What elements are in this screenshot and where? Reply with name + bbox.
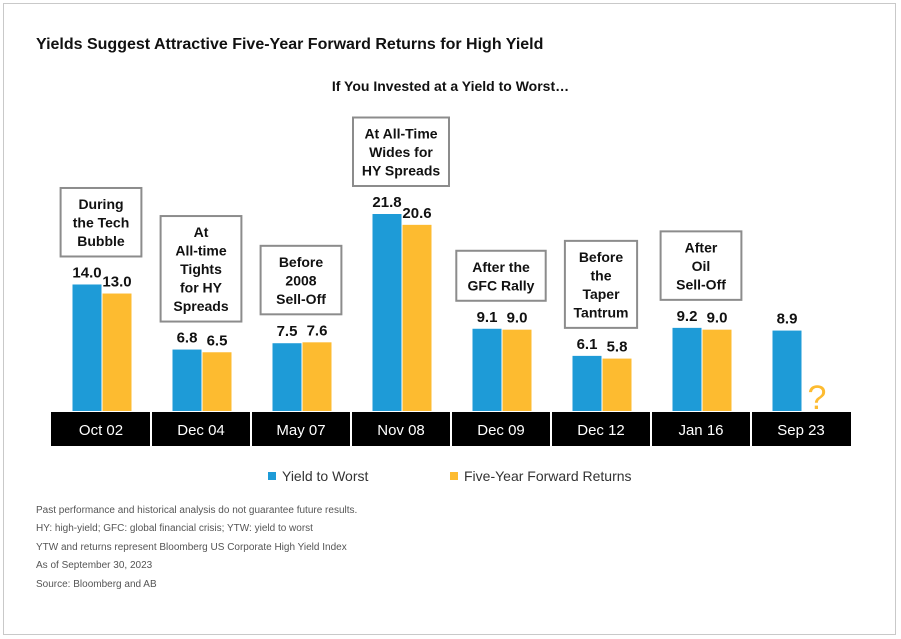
chart-title: Yields Suggest Attractive Five-Year Forw… (36, 36, 544, 53)
x-tick-label: Dec 04 (177, 422, 225, 439)
annotation-text: Bubble (77, 233, 125, 249)
annotation-box (455, 249, 547, 302)
annotation-text: for HY (180, 280, 223, 296)
bar-forward-returns (502, 329, 532, 411)
bar-forward-returns (602, 358, 632, 411)
data-label-forward-returns: 9.0 (507, 310, 528, 327)
annotation-box (563, 239, 639, 329)
unknown-return-marker: ? (808, 379, 827, 417)
bar-yield-to-worst (472, 328, 502, 411)
x-tick-label: Dec 12 (577, 422, 625, 439)
bar-yield-to-worst (272, 343, 302, 411)
bar-yield-to-worst (772, 330, 802, 411)
data-label-yield-to-worst: 6.1 (577, 336, 598, 353)
footnote-index: YTW and returns represent Bloomberg US C… (36, 541, 347, 553)
annotation-box (59, 186, 143, 258)
annotation-text: the Tech (73, 214, 130, 230)
annotation-text: Tights (180, 261, 222, 277)
chart-subtitle: If You Invested at a Yield to Worst… (331, 78, 570, 94)
bar-forward-returns (302, 342, 332, 411)
data-label-yield-to-worst: 8.9 (777, 311, 798, 328)
annotation-text: At All-Time (364, 126, 437, 142)
annotation-text: GFC Rally (468, 277, 535, 293)
bar-yield-to-worst (672, 327, 702, 411)
data-label-yield-to-worst: 6.8 (177, 330, 198, 347)
annotation-text: Oil (692, 258, 711, 274)
footnote-disclaimer: Past performance and historical analysis… (36, 505, 358, 516)
annotation-text: Wides for (369, 144, 433, 160)
annotation-text: Taper (582, 286, 620, 302)
bar-yield-to-worst (372, 214, 402, 411)
legend-swatch-forward-returns (450, 472, 458, 480)
data-label-forward-returns: 13.0 (102, 274, 131, 291)
annotation-text: Tantrum (574, 304, 629, 320)
x-tick-label: Jan 16 (678, 422, 723, 439)
x-tick-label: Sep 23 (777, 422, 825, 439)
x-tick-label: Dec 09 (477, 422, 525, 439)
data-label-yield-to-worst: 9.2 (677, 308, 698, 325)
data-label-forward-returns: 20.6 (402, 205, 431, 222)
bar-chart: Oct 02 14.013.0 During the Tech Bubble Dec 04… (51, 116, 851, 446)
annotation-text: After the (472, 259, 530, 275)
annotation-text: Sell-Off (676, 276, 726, 292)
data-label-yield-to-worst: 14.0 (72, 264, 101, 281)
legend-swatch-yield-to-worst (268, 472, 276, 480)
annotation-box (259, 244, 343, 316)
chart-frame (3, 3, 896, 635)
annotation-text: At (194, 224, 209, 240)
bar-yield-to-worst (72, 284, 102, 411)
legend-item-forward-returns: Five-Year Forward Returns (450, 468, 632, 484)
data-label-forward-returns: 6.5 (207, 332, 228, 349)
annotation-text: Spreads (173, 298, 228, 314)
footnote-source: Source: Bloomberg and AB (36, 578, 157, 590)
data-label-forward-returns: 5.8 (607, 339, 628, 356)
footnote-abbreviations: HY: high-yield; GFC: global financial cr… (36, 523, 313, 535)
bar-forward-returns (202, 352, 232, 411)
data-label-yield-to-worst: 7.5 (277, 323, 298, 340)
annotation-box (659, 230, 743, 301)
annotation-box (159, 215, 243, 323)
annotation-text: HY Spreads (362, 163, 441, 179)
bar-yield-to-worst (172, 349, 202, 411)
legend-item-yield-to-worst: Yield to Worst (268, 468, 368, 484)
annotation-text: After (685, 239, 718, 255)
x-tick-label: May 07 (276, 422, 325, 439)
bar-forward-returns (102, 293, 132, 411)
annotation-text: 2008 (285, 272, 316, 288)
x-tick-label: Oct 02 (79, 422, 123, 439)
data-label-yield-to-worst: 21.8 (372, 194, 401, 211)
legend-label-forward-returns: Five-Year Forward Returns (464, 468, 632, 484)
annotation-text: During (78, 196, 123, 212)
bar-forward-returns (702, 329, 732, 411)
data-label-forward-returns: 7.6 (307, 322, 328, 339)
annotation-text: Before (279, 254, 324, 270)
x-tick-label: Nov 08 (377, 422, 425, 439)
bar-forward-returns (402, 224, 432, 411)
bar-yield-to-worst (572, 355, 602, 411)
annotation-text: All-time (175, 243, 227, 259)
footnote-as-of-date: As of September 30, 2023 (36, 560, 153, 572)
footnotes: Past performance and historical analysis… (36, 502, 357, 594)
data-label-forward-returns: 9.0 (707, 310, 728, 327)
annotation-text: the (591, 267, 612, 283)
data-label-yield-to-worst: 9.1 (477, 309, 498, 326)
annotation-text: Sell-Off (276, 291, 326, 307)
annotation-text: Before (579, 249, 624, 265)
legend-label-yield-to-worst: Yield to Worst (282, 468, 369, 484)
annotation-box (352, 116, 450, 187)
